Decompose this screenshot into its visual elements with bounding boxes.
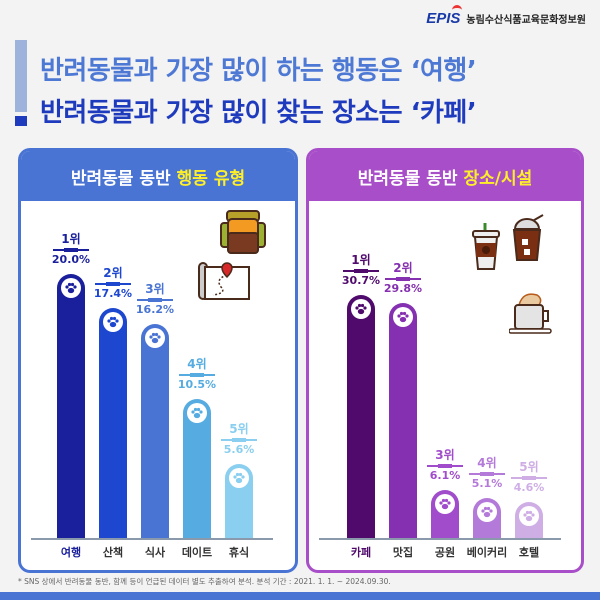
bar-1 xyxy=(57,274,85,538)
panel-title-highlight: 행동 유형 xyxy=(176,168,246,189)
place-bar-chart: 1위 30.7% 카페 2위 29.8% 맛집 3위 6.1% 공원 4위 5.1% 베이커리 5위 4.… xyxy=(309,151,581,570)
rank-divider xyxy=(343,269,379,274)
value-label: 5.6% xyxy=(223,443,255,457)
bar-2 xyxy=(99,308,127,538)
rank-label: 2위 xyxy=(393,260,413,275)
category-label: 여행 xyxy=(60,546,82,559)
value-label: 20.0% xyxy=(51,253,91,266)
value-label: 17.4% xyxy=(93,287,133,301)
bar-4 xyxy=(473,497,501,538)
category-label: 호텔 xyxy=(518,546,540,559)
bar-3 xyxy=(141,324,169,538)
value-label: 10.5% xyxy=(177,378,217,392)
bar-5 xyxy=(515,501,543,538)
panel-title: 반려동물 동반 장소/시설 xyxy=(309,151,581,201)
bar-label: 5위 5.6% xyxy=(209,420,269,456)
value-label: 5.1% xyxy=(471,476,503,490)
headline-1: 반려동물과 가장 많이 하는 행동은 ‘여행’ xyxy=(40,56,477,86)
bar-label: 4위 10.5% xyxy=(167,355,227,391)
bar-label: 2위 29.8% xyxy=(373,259,433,295)
epis-logo: EPIS 농림수산식품교육문화정보원 xyxy=(426,5,586,27)
paw-icon xyxy=(187,403,207,424)
paw-icon xyxy=(519,505,539,526)
org-name: 농림수산식품교육문화정보원 xyxy=(466,15,586,26)
place-panel: 반려동물 동반 장소/시설 1위 30.7% 카페 2위 29.8% 맛집 3위 6.1% 공원… xyxy=(306,148,584,573)
accent-bar xyxy=(15,40,27,112)
paw-icon xyxy=(229,468,249,489)
value-label: 16.2% xyxy=(135,303,175,317)
rank-divider xyxy=(95,282,131,287)
bar-3 xyxy=(431,489,459,538)
rank-label: 5위 xyxy=(519,459,539,474)
chart-baseline xyxy=(31,538,273,540)
category-label: 공원 xyxy=(434,546,456,559)
category-label: 산책 xyxy=(102,546,124,559)
rank-label: 5위 xyxy=(229,422,249,437)
category-label: 베이커리 xyxy=(466,546,508,559)
bar-label: 3위 6.1% xyxy=(415,446,475,482)
footnote: * SNS 상에서 반려동물 동반, 함께 등이 언급된 데이터 별도 추출하여… xyxy=(18,577,391,586)
accent-square xyxy=(15,116,27,126)
latte-mug-icon xyxy=(509,293,552,334)
bar-label: 1위 20.0% xyxy=(41,230,101,266)
chart-baseline xyxy=(319,538,561,540)
panel-title-prefix: 반려동물 동반 xyxy=(357,168,458,189)
bar-label: 2위 17.4% xyxy=(83,264,143,300)
category-label: 휴식 xyxy=(228,546,250,559)
activity-bar-chart: 1위 20.0% 여행 2위 17.4% 산책 3위 16.2% 식사 4위 10.5% 데이트 5위 5… xyxy=(21,151,295,570)
bar-label: 5위 4.6% xyxy=(499,458,559,494)
rank-divider xyxy=(427,463,463,468)
bar-label: 3위 16.2% xyxy=(125,280,185,316)
logo-mark: EPIS xyxy=(426,5,463,27)
rank-divider xyxy=(511,475,547,480)
category-label: 데이트 xyxy=(181,546,213,559)
rank-divider xyxy=(469,471,505,476)
bar-5 xyxy=(225,464,253,538)
rank-divider xyxy=(221,438,257,443)
value-label: 6.1% xyxy=(429,468,461,482)
paw-icon xyxy=(351,299,371,320)
takeout-coffee-icon xyxy=(472,223,500,270)
bar-label: 1위 30.7% xyxy=(331,251,391,287)
bar-4 xyxy=(183,399,211,538)
rank-divider xyxy=(385,276,421,281)
rank-divider xyxy=(53,248,89,252)
activity-panel: 반려동물 동반 행동 유형 1위 20.0% 여행 2위 17.4% 산책 3위 16.2% 식… xyxy=(18,148,298,573)
panel-title: 반려동물 동반 행동 유형 xyxy=(21,151,295,201)
rank-label: 4위 xyxy=(187,357,207,372)
bar-label: 4위 5.1% xyxy=(457,454,517,490)
category-label: 식사 xyxy=(144,546,166,559)
rank-divider xyxy=(137,298,173,303)
panel-title-highlight: 장소/시설 xyxy=(463,168,533,189)
bar-1 xyxy=(347,295,375,538)
category-label: 맛집 xyxy=(392,546,414,559)
paw-icon xyxy=(103,312,123,333)
paw-icon xyxy=(477,501,497,522)
rank-label: 4위 xyxy=(477,455,497,470)
rank-label: 1위 xyxy=(351,253,371,268)
rank-divider xyxy=(179,373,215,378)
iced-drink-icon xyxy=(512,214,544,261)
category-label: 카페 xyxy=(350,546,372,559)
paw-icon xyxy=(435,493,455,514)
footer-band xyxy=(0,592,600,600)
panel-title-prefix: 반려동물 동반 xyxy=(70,168,171,189)
value-label: 29.8% xyxy=(383,281,423,295)
value-label: 4.6% xyxy=(513,480,545,494)
rank-label: 3위 xyxy=(435,447,455,462)
paw-icon xyxy=(145,328,165,349)
rank-label: 2위 xyxy=(103,266,123,281)
paw-icon xyxy=(393,306,413,327)
paw-icon xyxy=(61,278,81,298)
rank-label: 3위 xyxy=(145,282,165,297)
headline-2: 반려동물과 가장 많이 찾는 장소는 ‘카페’ xyxy=(40,98,477,128)
bar-2 xyxy=(389,302,417,538)
value-label: 30.7% xyxy=(341,274,381,288)
rank-label: 1위 xyxy=(61,232,81,246)
map-icon xyxy=(198,262,250,300)
backpack-icon xyxy=(220,210,266,254)
